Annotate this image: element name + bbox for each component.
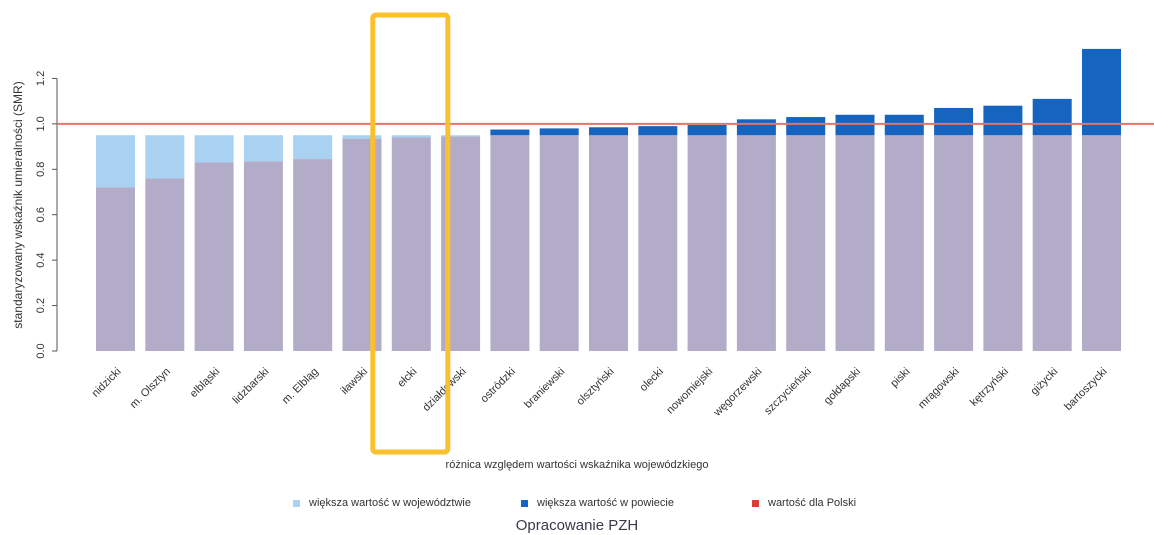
category-label: gołdapski: [822, 366, 863, 407]
bar-m--olsztyn: [145, 178, 185, 351]
y-tick-label: 0.2: [35, 298, 47, 313]
bar-m--elbl-g: [293, 159, 333, 351]
x-axis-caption: różnica względem wartości wskaźnika woje…: [445, 459, 709, 471]
y-axis: 0.0 0.2 0.4 0.6 0.8 1.0 1.2: [35, 71, 58, 359]
category-label: węgorzewski: [711, 366, 765, 420]
bar-diff-county: [884, 114, 924, 136]
bar-diff-county: [835, 114, 875, 136]
bar-diff-county: [934, 107, 974, 136]
category-label: giżycki: [1028, 366, 1060, 398]
bar-go-dapski: [835, 135, 875, 351]
category-label: ostródzki: [478, 366, 518, 406]
bar-w-gorzewski: [736, 135, 776, 351]
bar-diff-county: [786, 117, 826, 136]
y-axis-label: standaryzowany wskaźnik umieralności (SM…: [11, 81, 25, 328]
bar-diff-county: [1082, 48, 1121, 136]
bar-diff-region: [342, 135, 382, 139]
bar-diff-county: [490, 129, 530, 136]
bar-mr-gowski: [934, 135, 974, 351]
category-label: elbląski: [188, 366, 222, 400]
bar-elbl-ski: [194, 162, 234, 351]
bar-diff-region: [96, 135, 135, 188]
bar-braniewski: [539, 135, 579, 351]
legend-swatch-county: [521, 499, 528, 507]
y-tick-label: 1.0: [35, 116, 47, 131]
bar-diff-county: [687, 124, 727, 136]
bar-k-trzy-ski: [983, 135, 1023, 351]
category-label: ełcki: [395, 366, 419, 390]
bar-bartoszycki: [1082, 135, 1121, 351]
bar-e-cki: [391, 137, 431, 351]
bar-olszty-ski: [589, 135, 628, 351]
legend-label-region: większa wartość w województwie: [309, 497, 471, 509]
legend-item-poland: wartość dla Polski: [752, 497, 856, 509]
bar-ostr-dzki: [490, 135, 530, 351]
bar-nidzicki: [96, 187, 135, 351]
bar-diff-region: [194, 135, 234, 163]
category-label: braniewski: [522, 366, 567, 411]
legend-item-region: większa wartość w województwie: [293, 497, 471, 509]
y-tick-label: 0.0: [35, 343, 47, 358]
highlight-group: [370, 12, 451, 455]
y-tick-label: 1.2: [35, 71, 47, 86]
category-label: nowomiejski: [664, 366, 715, 417]
chart-canvas: 0.0 0.2 0.4 0.6 0.8 1.0 1.2 nidzicki m. Olsztyn…: [11, 12, 1154, 455]
legend-swatch-region: [293, 499, 300, 507]
category-label: m. Olsztyn: [128, 366, 173, 411]
bars: [96, 48, 1121, 351]
legend-swatch-poland: [752, 499, 759, 507]
bar-piski: [884, 135, 924, 351]
highlight-box: [370, 12, 451, 455]
y-tick-label: 0.4: [35, 252, 47, 267]
legend-item-county: większa wartość w powiecie: [521, 497, 674, 509]
category-label: kętrzyński: [968, 366, 1011, 409]
bar-diff-region: [145, 135, 185, 179]
bar-olecki: [638, 135, 678, 351]
category-label: piski: [888, 366, 912, 390]
bar-diff-county: [1032, 98, 1072, 136]
category-label: bartoszycki: [1062, 366, 1109, 413]
bar-diff-county: [589, 127, 628, 136]
category-label: olsztyński: [574, 366, 616, 408]
bar-diff-county: [638, 126, 678, 136]
legend-label-county: większa wartość w powiecie: [537, 497, 674, 509]
bar-diff-region: [243, 135, 283, 162]
category-labels: nidzicki m. Olsztyn elbląski lidzbarski m. E…: [90, 366, 1110, 420]
bar-diff-county: [736, 119, 776, 136]
legend-label-poland: wartość dla Polski: [768, 497, 857, 509]
bar-lidzbarski: [243, 161, 283, 351]
y-tick-label: 0.6: [35, 207, 47, 222]
bar-szczycie-ski: [786, 135, 826, 351]
bar-gi-ycki: [1032, 135, 1072, 351]
category-label: nidzicki: [90, 366, 124, 400]
bar-diff-region: [293, 135, 333, 160]
category-label: mrągowski: [916, 366, 962, 412]
category-label: szczycieński: [762, 366, 814, 418]
category-label: iławski: [339, 366, 370, 397]
bar-nowomiejski: [687, 135, 727, 351]
category-label: działdowski: [420, 366, 468, 414]
category-label: olecki: [638, 366, 666, 394]
bar-i-awski: [342, 138, 382, 351]
bar-diff-region: [391, 135, 431, 138]
source-note: Opracowanie PZH: [515, 517, 639, 534]
bar-diff-region: [441, 135, 481, 137]
y-tick-label: 0.8: [35, 162, 47, 177]
category-label: m. Elbląg: [280, 366, 321, 407]
bar-diff-county: [539, 128, 579, 136]
bar-diff-county: [983, 105, 1023, 136]
category-label: lidzbarski: [231, 366, 272, 407]
